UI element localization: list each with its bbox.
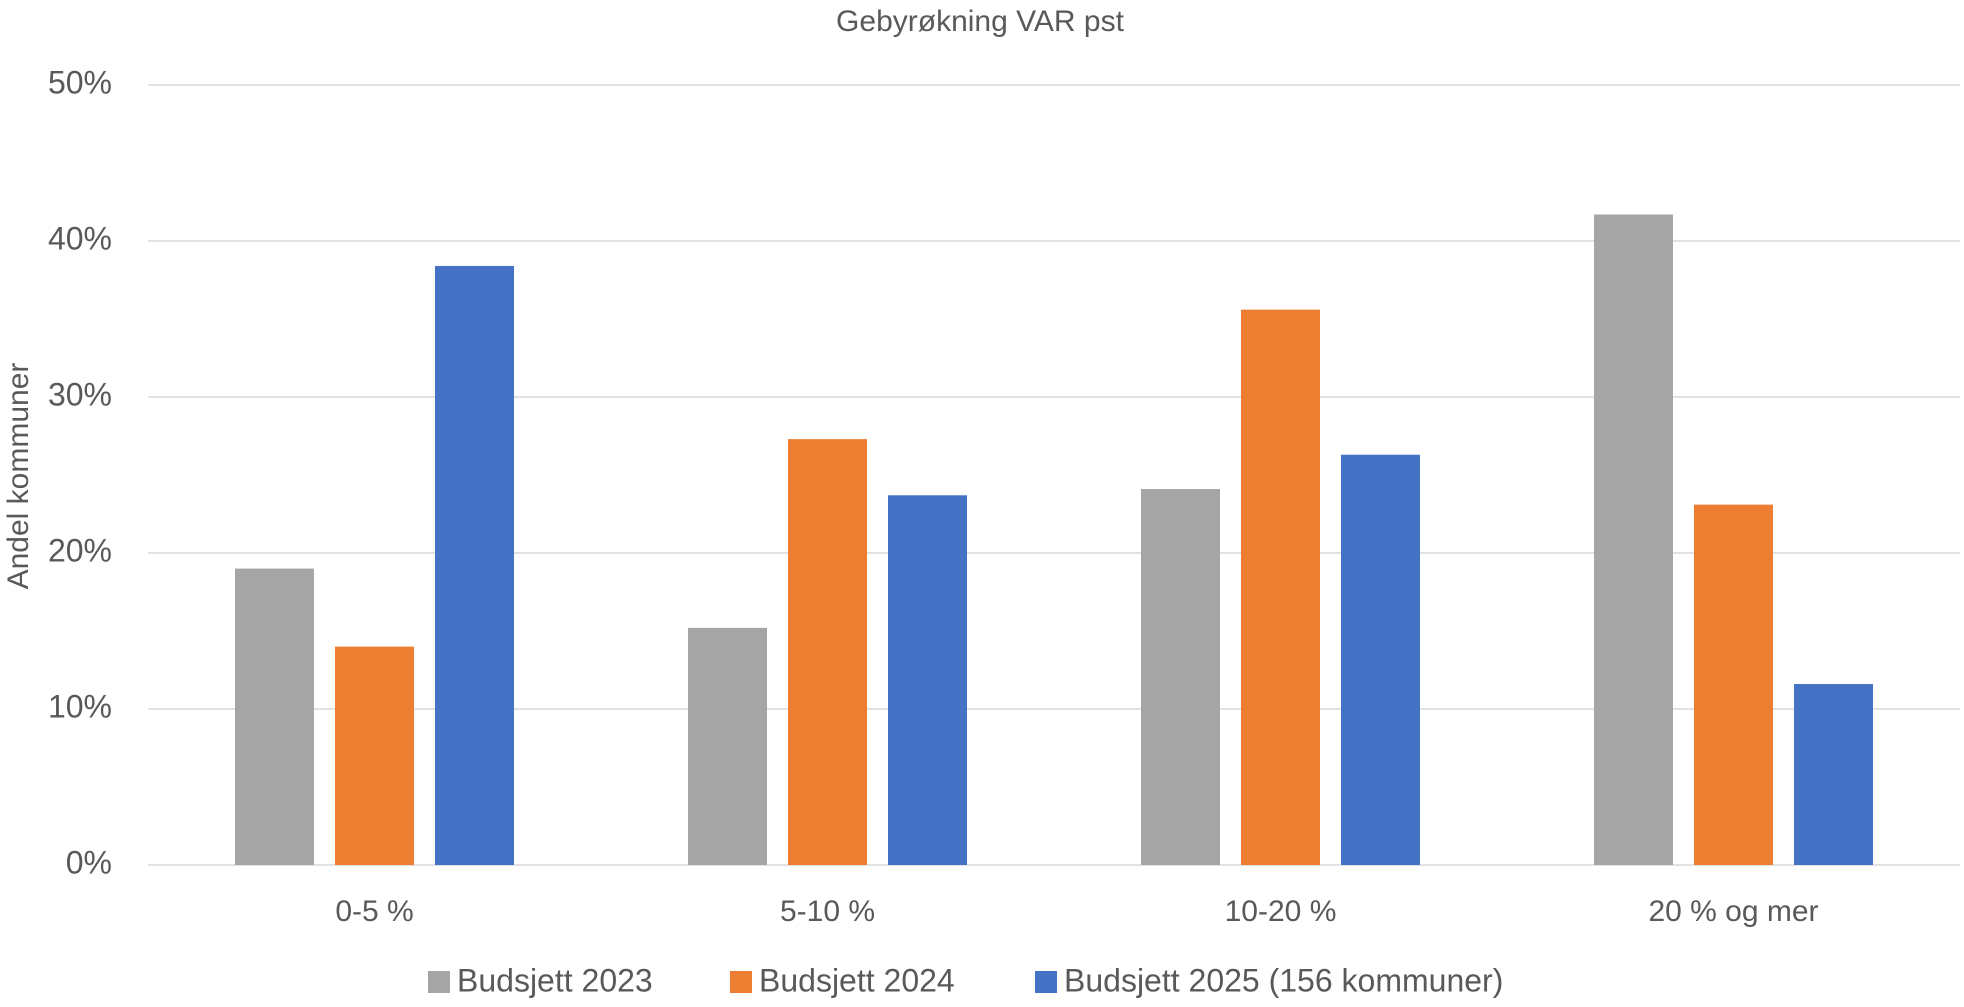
y-axis-label: Andel kommuner <box>2 363 35 590</box>
x-tick-label: 5-10 % <box>780 895 875 928</box>
legend-label: Budsjett 2023 <box>457 962 653 998</box>
y-tick-label: 40% <box>48 220 112 256</box>
bar <box>235 568 314 865</box>
y-tick-label: 0% <box>66 844 112 880</box>
bar <box>435 265 514 866</box>
y-tick-label: 20% <box>48 532 112 568</box>
x-tick-label: 0-5 % <box>335 895 413 928</box>
bar <box>335 646 414 865</box>
y-tick-label: 30% <box>48 376 112 412</box>
legend-swatch <box>1035 971 1057 993</box>
legend-swatch <box>428 971 450 993</box>
y-tick-label: 10% <box>48 688 112 724</box>
chart-title: Gebyrøkning VAR pst <box>836 5 1125 38</box>
legend-swatch <box>730 971 752 993</box>
legend-label: Budsjett 2025 (156 kommuner) <box>1064 962 1503 998</box>
bar <box>1694 504 1773 865</box>
x-tick-label: 20 % og mer <box>1648 895 1818 928</box>
legend-label: Budsjett 2024 <box>759 962 955 998</box>
x-tick-label: 10-20 % <box>1225 895 1337 928</box>
bar <box>788 439 867 865</box>
bar <box>1141 489 1220 865</box>
bar <box>1594 214 1673 866</box>
bar <box>1241 309 1320 865</box>
y-tick-label: 50% <box>48 64 112 100</box>
bar <box>888 495 967 865</box>
bar <box>688 627 767 865</box>
bar <box>1341 454 1420 865</box>
bar <box>1794 684 1873 865</box>
